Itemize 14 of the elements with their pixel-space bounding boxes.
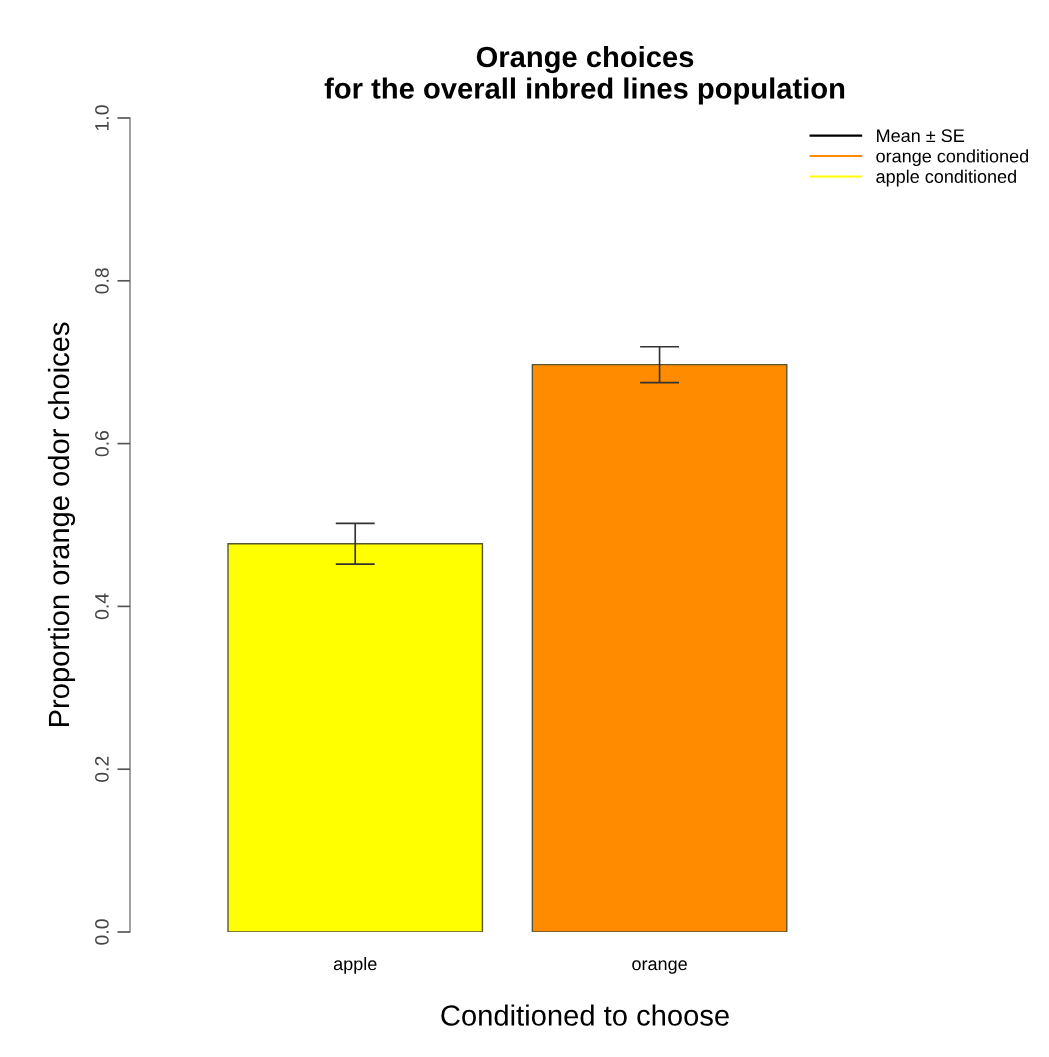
text: Mean ± SE: [877, 129, 964, 143]
legend-label: apple conditioned: [876, 169, 1016, 187]
x-axis-title: Conditioned to choose: [441, 1004, 729, 1026]
y-tick-label: 1.0: [95, 105, 109, 131]
y-tick-label: 0.0: [95, 919, 109, 945]
chart-title: Orange choices for the overall inbred lines population: [324, 45, 845, 105]
y-tick-label: 0.2: [95, 756, 109, 782]
x-tick-label: orange: [632, 960, 687, 974]
y-tick-label: 0.6: [95, 430, 109, 457]
y-tick-label: 0.4: [95, 593, 109, 620]
y-tick-label: 0.8: [95, 268, 109, 294]
legend-label: orange conditioned: [876, 149, 1029, 167]
x-tick-label: apple: [333, 957, 377, 974]
y-axis-title: Proportion orange odor choices: [47, 322, 76, 727]
